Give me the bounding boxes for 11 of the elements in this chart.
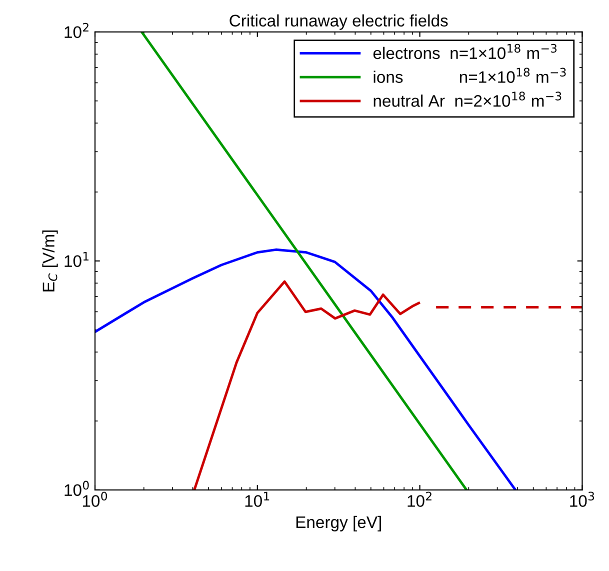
y-tick-label: 10$^{1}$ <box>64 252 89 268</box>
legend-label: electrons n=1×10$^{18}$ m$^{−3}$ <box>373 44 557 60</box>
legend-label: ions n=1×10$^{18}$ m$^{−3}$ <box>374 68 566 83</box>
x-tick-label: 10$^{1}$ <box>245 492 270 507</box>
x-axis-title: Energy [eV] <box>296 516 381 532</box>
legend-label: neutral Ar n=2×10$^{18}$ m$^{−3}$ <box>374 92 562 107</box>
x-tick-label: 10$^{2}$ <box>408 492 432 507</box>
x-tick-label: 10$^{3}$ <box>570 492 594 507</box>
chart-title: Critical runaway electric fields <box>230 14 448 30</box>
y-tick-label: 10$^{2}$ <box>64 22 88 38</box>
y-axis-title: E$_{C}$ [V/m] <box>42 230 58 292</box>
